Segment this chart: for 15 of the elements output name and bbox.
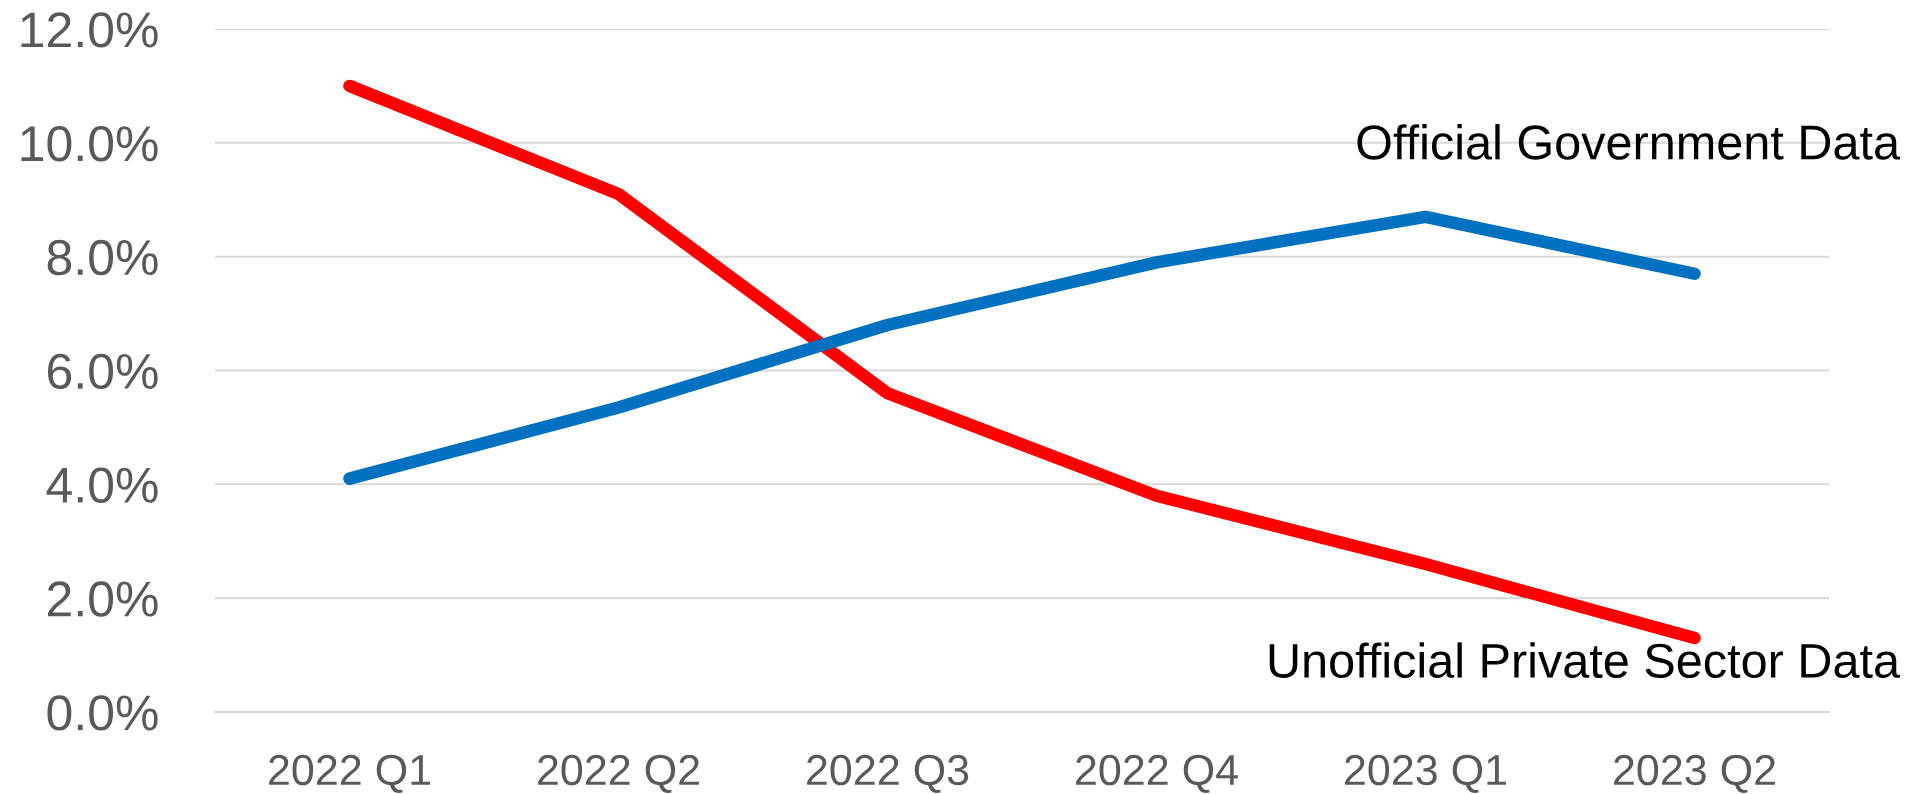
- x-tick-label: 2023 Q1: [1345, 754, 1506, 793]
- y-tick-label: 12.0%: [21, 12, 158, 48]
- x-tick-label: 2022 Q3: [807, 754, 969, 793]
- y-tick-label: 8.0%: [47, 239, 158, 276]
- y-tick-label: 4.0%: [46, 467, 158, 503]
- y-tick-label: 2.0%: [48, 581, 158, 617]
- x-tick-label: 2023 Q2: [1614, 754, 1775, 793]
- x-tick-label: 2022 Q4: [1076, 754, 1238, 793]
- series-label: Official Government Data: [1357, 124, 1901, 160]
- y-tick-label: 0.0%: [47, 695, 158, 731]
- y-tick-label: 6.0%: [48, 353, 158, 390]
- y-tick-label: 10.0%: [21, 126, 158, 162]
- series-label: Unofficial Private Sector Data: [1269, 642, 1901, 679]
- x-tick-label: 2022 Q2: [538, 754, 699, 793]
- x-tick-label: 2022 Q1: [269, 754, 430, 793]
